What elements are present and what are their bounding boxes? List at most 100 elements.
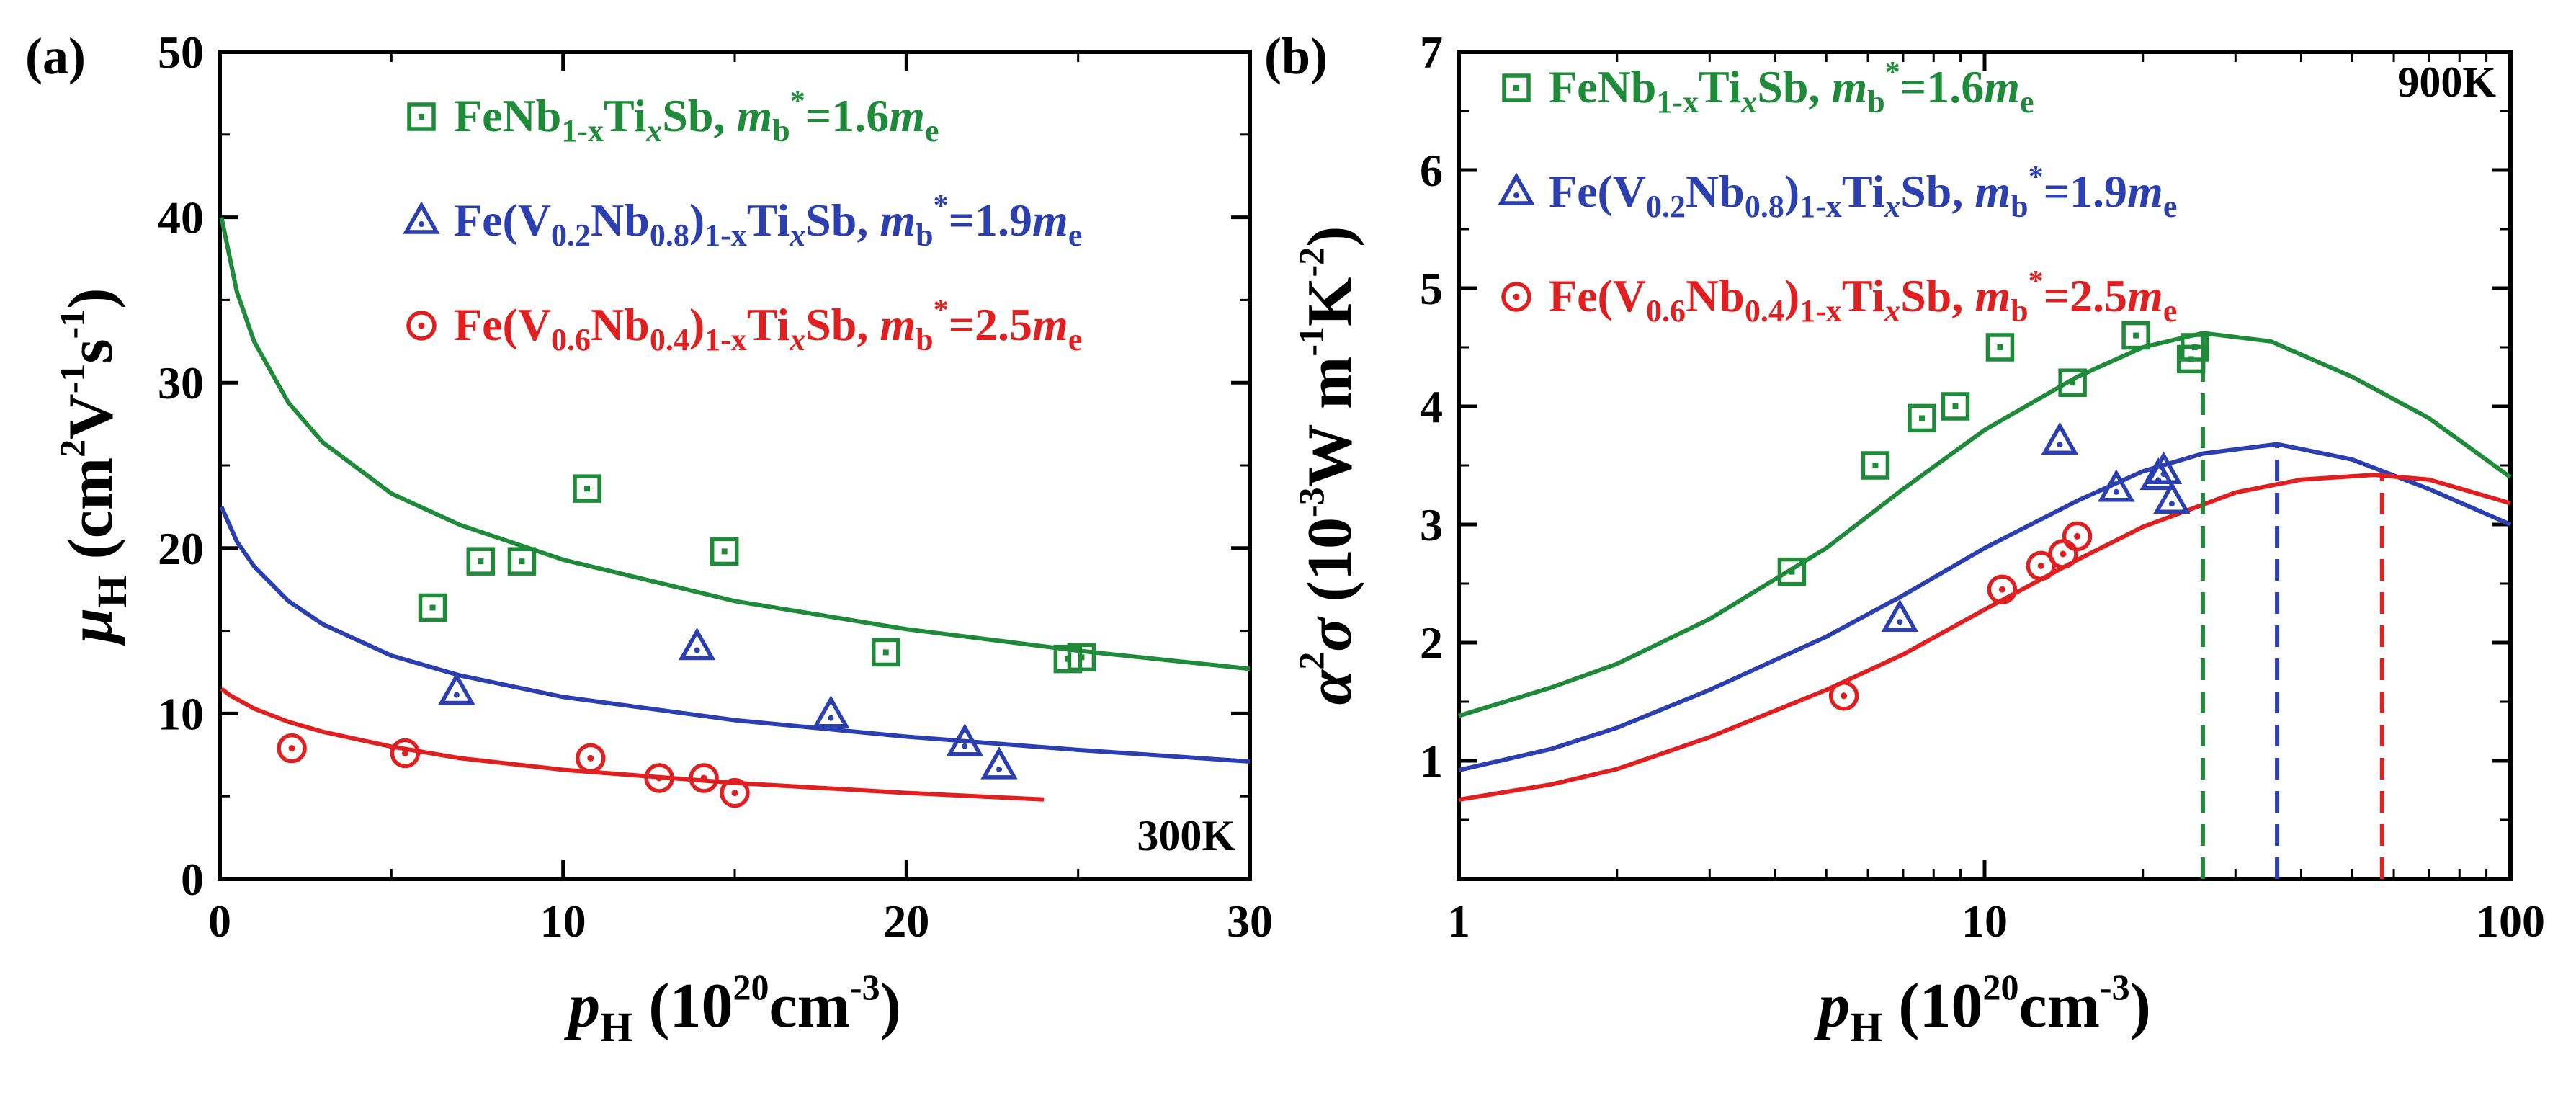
x-axis-title: pH (1020cm-3): [563, 967, 901, 1050]
legend-marker-circle: [1501, 282, 1531, 312]
data-point-square-dot: [1789, 568, 1795, 575]
y-tick-label: 10: [158, 688, 204, 739]
data-point-triangle: [2145, 451, 2183, 484]
legend-marker-triangle-dot: [419, 221, 424, 227]
temperature-label: 900K: [2397, 58, 2496, 106]
data-point-triangle: [946, 723, 984, 756]
data-point-triangle-dot: [694, 647, 700, 653]
data-point-circle-dot: [1998, 586, 2005, 593]
legend-entry: FeNb1-x​Tix​Sb, mb​*​=1.6me​: [454, 85, 939, 148]
legend-marker-triangle-dot: [1513, 192, 1519, 198]
data-point-circle-dot: [2037, 562, 2044, 569]
data-point-circle-dot: [401, 750, 408, 757]
y-tick-label: 6: [1420, 145, 1443, 196]
data-point-square: [507, 547, 537, 576]
panel-a-mobility-chart: 0 10 20 30 0 10 20 30 40 50 (a) 300K pH (1020cm-3) μH…: [25, 27, 1273, 1050]
data-point-square: [1067, 643, 1096, 672]
data-point-triangle-dot: [828, 715, 834, 721]
legend-marker-square: [407, 102, 436, 131]
data-point-circle-dot: [2074, 532, 2081, 540]
data-point-square-dot: [2070, 380, 2076, 386]
data-point-square-dot: [2191, 344, 2198, 350]
data-point-circle-dot: [2060, 550, 2067, 558]
data-point-circle: [720, 777, 750, 808]
data-point-square: [2181, 333, 2209, 362]
data-point-circle: [576, 743, 606, 774]
data-point-triangle-dot: [996, 766, 1003, 772]
data-point-square: [1777, 557, 1807, 586]
data-point-triangle: [1881, 599, 1919, 632]
data-point-circle: [277, 733, 307, 764]
y-tick-label: 1: [1420, 736, 1443, 787]
data-point-triangle: [438, 671, 475, 705]
x-tick-label: 0: [208, 896, 231, 947]
data-point-triangle-dot: [2057, 442, 2063, 448]
legend-entry: Fe(V0.6​Nb0.4​)1-x​Tix​Sb, mb​*​=2.5me​: [454, 294, 1082, 357]
data-point-square-dot: [429, 604, 436, 611]
y-axis-title: μH (cm2V-1s-1): [52, 287, 135, 646]
data-point-circle-dot: [731, 790, 738, 797]
x-tick-label: 20: [883, 896, 929, 947]
data-point-square-dot: [721, 548, 728, 555]
data-point-square: [573, 474, 601, 503]
fit-curve-green: [1458, 331, 2512, 718]
data-point-square: [1985, 333, 2015, 362]
data-point-square: [1908, 403, 1936, 433]
data-point-square-dot: [519, 558, 525, 565]
data-point-triangle: [2041, 421, 2079, 455]
x-tick-label: 30: [1227, 896, 1273, 947]
y-tick-label: 3: [1420, 499, 1443, 550]
data-point-circle: [2062, 521, 2093, 552]
data-point-square: [2121, 321, 2150, 350]
data-point-triangle: [980, 746, 1018, 780]
x-tick-label: 100: [2476, 896, 2545, 947]
data-point-circle: [644, 763, 674, 793]
x-axis-title: pH (1020cm-3): [1813, 967, 2151, 1050]
legend-marker-square: [1502, 73, 1531, 102]
y-tick-label: 2: [1420, 617, 1443, 669]
x-tick-label: 10: [1962, 896, 2008, 947]
data-point-square-dot: [1078, 654, 1085, 661]
y-tick-label: 5: [1420, 263, 1443, 314]
data-point-square: [466, 547, 496, 576]
data-point-triangle: [812, 695, 850, 728]
y-axis-title: α2σ (10-3W m-1K-2): [1291, 226, 1365, 705]
legend-marker-square-dot: [1513, 85, 1519, 91]
y-tick-label: 4: [1420, 381, 1443, 432]
data-point-circle-dot: [656, 774, 663, 782]
legend-entry: Fe(V0.6​Nb0.4​)1-x​Tix​Sb, mb​*​=2.5me​: [1549, 265, 2177, 329]
y-tick-label: 7: [1420, 27, 1443, 78]
legend-marker-square-dot: [419, 114, 424, 120]
x-tick-label: 10: [540, 896, 586, 947]
data-point-circle: [1987, 574, 2018, 604]
panel-label: (b): [1264, 27, 1328, 85]
y-tick-label: 40: [158, 192, 204, 244]
data-point-triangle-dot: [2113, 488, 2119, 495]
data-point-triangle-dot: [962, 743, 968, 749]
data-point-square-dot: [1872, 463, 1879, 468]
legend-entry: FeNb1-x​Tix​Sb, mb​*​=1.6me​: [1549, 56, 2034, 120]
plot-frame: [218, 50, 1252, 881]
data-point-square-dot: [1918, 415, 1925, 421]
data-point-square: [1941, 392, 1970, 421]
fit-curve-green: [219, 216, 1251, 671]
data-point-triangle: [2098, 469, 2135, 502]
data-point-triangle: [2153, 481, 2191, 514]
legend-entry: Fe(V0.2​Nb0.8​)1-x​Tix​Sb, mb​*​=1.9me​: [1549, 161, 2177, 224]
data-point-square: [871, 638, 900, 667]
data-point-circle: [390, 738, 421, 769]
data-point-triangle-dot: [453, 692, 460, 698]
panel-b-power-factor-chart: 1 10 100 1 2 3 4 5 6 7 (b) 900K pH (1020cm-3) α2σ (10…: [1264, 27, 2545, 1050]
data-point-triangle: [678, 627, 716, 661]
x-tick-label: 1: [1447, 896, 1470, 947]
legend-marker-circle-dot: [418, 322, 425, 329]
fit-curve-blue: [1458, 442, 2512, 773]
legend-entry: Fe(V0.2​Nb0.8​)1-x​Tix​Sb, mb​*​=1.9me​: [454, 189, 1082, 253]
data-point-square: [2058, 368, 2087, 397]
legend-marker-circle: [406, 311, 437, 341]
temperature-label: 300K: [1137, 812, 1235, 859]
data-point-circle-dot: [1841, 692, 1848, 700]
y-tick-label: 50: [158, 27, 204, 78]
fit-curve-blue: [219, 506, 1251, 764]
data-point-circle: [689, 763, 719, 793]
